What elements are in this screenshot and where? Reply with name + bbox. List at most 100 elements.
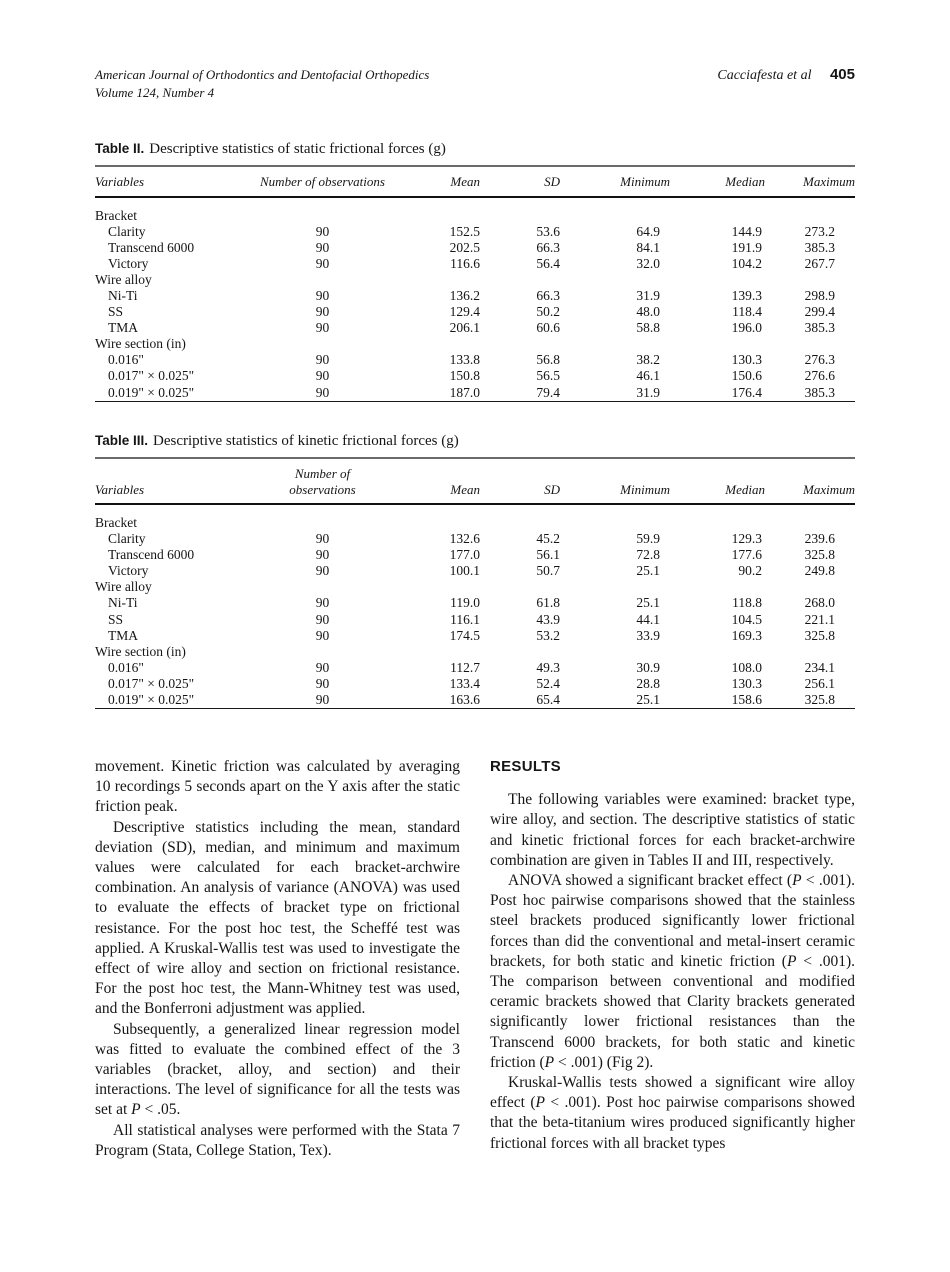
- cell: 133.8: [449, 352, 480, 368]
- cell: 118.8: [732, 595, 762, 611]
- cell: 104.5: [731, 611, 762, 627]
- group-row: Bracket: [95, 197, 855, 224]
- row-label: 0.017" × 0.025": [108, 675, 195, 691]
- cell: 28.8: [636, 675, 660, 691]
- cell: 268.0: [804, 595, 835, 611]
- cell: 139.3: [731, 287, 762, 303]
- row-label: SS: [108, 611, 124, 627]
- cell: 66.3: [536, 239, 560, 255]
- cell: 273.2: [804, 223, 835, 239]
- cell: 90: [315, 675, 330, 691]
- cell: [765, 579, 855, 595]
- cell: 112.7: [450, 659, 480, 675]
- row-label: Transcend 6000: [108, 547, 195, 563]
- cell: 385.3: [804, 239, 835, 255]
- table-iii-header-row: Variables Number of observations Mean SD Min…: [95, 458, 855, 505]
- journal-volume: Volume 124, Number 4: [95, 84, 215, 100]
- table-iii-caption-label: Table III.: [95, 433, 149, 448]
- cell: [765, 504, 855, 531]
- group-row: Wire section (in): [95, 336, 855, 352]
- cell: 249.8: [804, 563, 835, 579]
- cell: 118.4: [732, 304, 762, 320]
- column-header: SD: [480, 458, 560, 505]
- table-ii: Variables Number of observations Mean SD Min…: [95, 165, 855, 402]
- paragraph: movement. Kinetic friction was calculate…: [95, 757, 460, 818]
- cell: 45.2: [536, 531, 560, 547]
- cell: 325.8: [804, 692, 835, 708]
- cell: [765, 272, 855, 288]
- paragraph: Subsequently, a generalized linear regre…: [95, 1020, 460, 1121]
- cell: [480, 272, 560, 288]
- cell: [480, 504, 560, 531]
- cell: 25.1: [636, 595, 660, 611]
- row-label: TMA: [108, 627, 138, 643]
- cell: 202.5: [449, 239, 480, 255]
- cell: 276.6: [804, 368, 835, 384]
- row-label: 0.019" × 0.025": [108, 692, 195, 708]
- row-label: 0.017" × 0.025": [108, 368, 195, 384]
- row-label: SS: [108, 304, 124, 320]
- running-authors: Cacciafesta et al: [717, 68, 812, 83]
- cell: [395, 336, 480, 352]
- cell: 90: [315, 239, 330, 255]
- cell: 132.6: [449, 531, 480, 547]
- cell: [395, 197, 480, 224]
- row-label: Clarity: [108, 223, 146, 239]
- row-label: Wire section (in): [95, 643, 186, 659]
- paragraph: Descriptive statistics including the mea…: [95, 818, 460, 1020]
- cell: 187.0: [449, 384, 480, 400]
- cell: 325.8: [804, 627, 835, 643]
- column-header: Maximum: [765, 458, 855, 505]
- cell: 90: [315, 611, 330, 627]
- table-row: 0.016" 90 133.8 56.8 38.2 130.3 276.3: [95, 352, 855, 368]
- group-row: Bracket: [95, 504, 855, 531]
- results-heading: RESULTS: [490, 758, 561, 775]
- cell: [250, 579, 395, 595]
- cell: [765, 644, 855, 660]
- row-label: Ni-Ti: [108, 287, 138, 303]
- cell: 221.1: [804, 611, 835, 627]
- text-run: < .001). Post hoc pairwise comparisons s…: [490, 1094, 855, 1152]
- cell: 90: [315, 287, 330, 303]
- cell: [395, 579, 480, 595]
- cell: 129.3: [731, 531, 762, 547]
- cell: 299.4: [804, 304, 835, 320]
- column-header: Maximum: [765, 166, 855, 198]
- author-page-block: Cacciafesta et al 405: [717, 66, 855, 84]
- table-row: 0.019" × 0.025" 90 163.6 65.4 25.1 158.6 325.8: [95, 692, 855, 709]
- table-row: Clarity 90 132.6 45.2 59.9 129.3 239.6: [95, 531, 855, 547]
- table-row: 0.019" × 0.025" 90 187.0 79.4 31.9 176.4 385.3: [95, 385, 855, 402]
- cell: [560, 644, 670, 660]
- cell: 276.3: [804, 352, 835, 368]
- cell: 90: [315, 384, 330, 400]
- row-label: Wire section (in): [95, 336, 186, 352]
- cell: 53.6: [536, 223, 560, 239]
- cell: [765, 336, 855, 352]
- cell: [480, 336, 560, 352]
- cell: 267.7: [804, 255, 835, 271]
- journal-title-block: American Journal of Orthodontics and Den…: [95, 66, 429, 101]
- cell: 116.6: [450, 255, 480, 271]
- cell: 90: [315, 692, 330, 708]
- cell: 90: [315, 595, 330, 611]
- table-ii-caption-label: Table II.: [95, 141, 145, 156]
- paragraph: The following variables were examined: b…: [490, 790, 855, 871]
- paragraph: All statistical analyses were performed …: [95, 1121, 460, 1161]
- cell: 32.0: [636, 255, 660, 271]
- cell: [395, 504, 480, 531]
- cell: 61.8: [536, 595, 560, 611]
- italic-text: P: [544, 1053, 555, 1071]
- table-row: SS 90 116.1 43.9 44.1 104.5 221.1: [95, 612, 855, 628]
- group-row: Wire alloy: [95, 272, 855, 288]
- cell: 177.6: [731, 547, 762, 563]
- cell: 116.1: [450, 611, 480, 627]
- italic-text: P: [786, 952, 797, 970]
- cell: 53.2: [536, 627, 560, 643]
- cell: [480, 644, 560, 660]
- cell: 385.3: [804, 384, 835, 400]
- cell: 65.4: [536, 692, 560, 708]
- paragraph: ANOVA showed a significant bracket effec…: [490, 871, 855, 1073]
- cell: 256.1: [804, 675, 835, 691]
- cell: 130.3: [731, 352, 762, 368]
- cell: 64.9: [636, 223, 660, 239]
